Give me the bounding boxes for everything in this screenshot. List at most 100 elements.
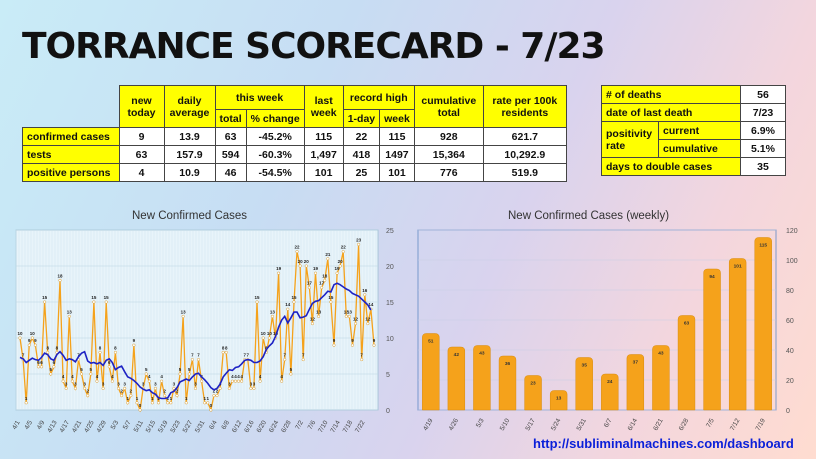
daily-data-label: 9 [34,338,37,343]
daily-point [347,314,351,318]
bar-value-label: 36 [505,361,511,367]
daily-point [301,358,305,362]
daily-point [129,394,133,398]
bar-value-label: 63 [684,321,690,327]
daily-data-label: 2 [120,389,123,394]
daily-point [116,386,121,390]
cell-record-week: 115 [379,127,415,146]
daily-data-label: 7 [302,353,305,358]
daily-data-label: 8 [56,345,59,350]
daily-point [304,264,308,268]
daily-point [292,300,296,304]
daily-point [218,386,222,390]
daily-data-label: 17 [319,281,325,286]
header-this-week: this week [214,85,305,110]
y-tick-label: 5 [386,372,390,379]
daily-point [329,300,333,304]
daily-data-label: 8 [265,345,268,350]
cell-cumulative: 15,364 [413,145,484,164]
rolling-average-line [19,282,372,400]
y-tick-label: 120 [786,228,798,235]
y-tick-label: 20 [786,378,794,385]
x-tick-label: 7/5 [705,417,716,429]
daily-data-label: 5 [179,367,182,372]
daily-point [203,401,207,405]
daily-data-label: 4 [160,374,163,379]
double-label: days to double cases [601,157,741,176]
table-row: confirmed cases 9 13.9 63 -45.2% 115 22 … [22,127,567,146]
daily-data-label: 0 [210,403,213,408]
y-tick-label: 60 [786,318,794,325]
daily-point [215,394,219,398]
daily-data-label: 1 [185,396,188,401]
daily-point [200,379,204,383]
daily-point [144,372,148,376]
daily-point [258,379,262,383]
daily-data-label: 23 [356,237,362,242]
daily-point [372,343,376,347]
daily-data-label: 3 [83,381,86,386]
daily-data-label: 7 [247,353,250,358]
header-1day: 1-day [342,109,381,128]
daily-point [64,386,68,390]
daily-point [73,386,77,390]
daily-point [36,365,41,369]
daily-point [166,401,170,405]
daily-data-label: 20 [338,259,344,264]
table-row: tests 63 157.9 594 -60.3% 1,497 418 1497… [22,145,567,164]
weekly-bar [626,354,645,411]
daily-data-label: 6 [40,360,43,365]
table-row: positive persons 4 10.9 46 -54.5% 101 25… [22,163,567,182]
daily-data-label: 2 [130,389,133,394]
header-record-high: record high [342,85,415,110]
daily-point [172,386,176,390]
daily-point [190,358,194,362]
daily-point [52,365,56,369]
x-tick-label: 5/17 [524,417,537,432]
daily-point [209,408,213,412]
daily-data-label: 3 [102,381,105,386]
daily-data-label: 0 [139,403,142,408]
daily-data-label: 5 [290,367,293,372]
daily-point [307,286,311,290]
daily-data-label: 8 [99,345,102,350]
daily-data-label: 3 [250,381,253,386]
x-tick-label: 5/3 [475,417,486,429]
cell-cumulative: 776 [413,163,484,182]
daily-point [104,300,108,304]
daily-point [120,394,124,398]
daily-data-label: 19 [313,266,319,271]
daily-point [363,293,367,297]
x-tick-label: 5/3 [110,419,121,431]
daily-point [70,379,74,383]
daily-point [153,386,157,390]
positivity-cumulative-label: cumulative [658,139,741,158]
daily-point [224,350,228,354]
dashboard-link[interactable]: http://subliminalmachines.com/dashboard [533,436,794,451]
daily-point [101,386,105,390]
daily-point [160,379,164,383]
daily-point [267,336,271,340]
daily-data-label: 3 [117,381,120,386]
daily-point [350,343,355,347]
daily-point [233,379,238,383]
daily-data-label: 1 [25,396,28,401]
daily-point [338,264,342,268]
daily-point [366,322,370,326]
daily-point [58,278,62,282]
weekly-bar [652,345,670,411]
daily-point [261,336,265,340]
daily-data-label: 19 [276,266,282,271]
daily-data-label: 15 [291,295,297,300]
daily-data-label: 20 [304,259,310,264]
daily-data-label: 15 [328,295,334,300]
daily-point [163,394,167,398]
daily-point [187,372,191,376]
daily-data-label: 20 [298,259,304,264]
daily-point [156,401,161,405]
daily-point [270,314,274,318]
daily-data-label: 18 [322,273,328,278]
daily-data-label: 15 [255,295,261,300]
daily-data-label: 2 [86,389,89,394]
